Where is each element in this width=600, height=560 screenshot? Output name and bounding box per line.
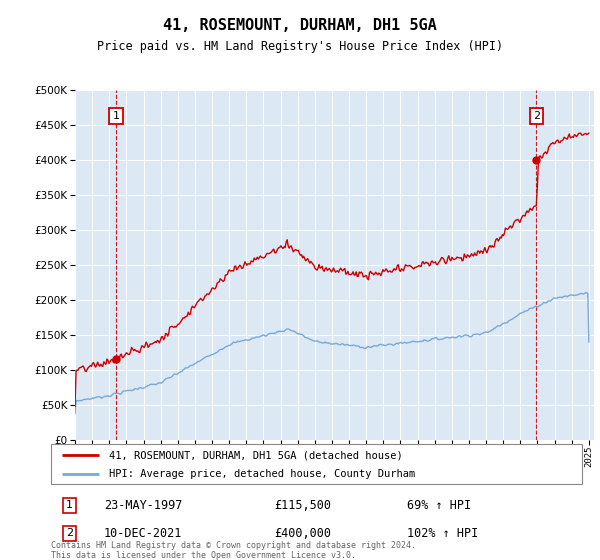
Text: HPI: Average price, detached house, County Durham: HPI: Average price, detached house, Coun… xyxy=(109,469,416,479)
Text: 2: 2 xyxy=(66,529,73,538)
Text: 102% ↑ HPI: 102% ↑ HPI xyxy=(407,527,478,540)
Text: 41, ROSEMOUNT, DURHAM, DH1 5GA (detached house): 41, ROSEMOUNT, DURHAM, DH1 5GA (detached… xyxy=(109,450,403,460)
Text: £115,500: £115,500 xyxy=(274,499,331,512)
Text: 69% ↑ HPI: 69% ↑ HPI xyxy=(407,499,471,512)
FancyBboxPatch shape xyxy=(51,444,582,484)
Text: 1: 1 xyxy=(112,111,119,121)
Text: 41, ROSEMOUNT, DURHAM, DH1 5GA: 41, ROSEMOUNT, DURHAM, DH1 5GA xyxy=(163,18,437,34)
Text: Contains HM Land Registry data © Crown copyright and database right 2024.
This d: Contains HM Land Registry data © Crown c… xyxy=(51,540,416,560)
Text: 1: 1 xyxy=(66,501,73,510)
Text: £400,000: £400,000 xyxy=(274,527,331,540)
Text: 10-DEC-2021: 10-DEC-2021 xyxy=(104,527,182,540)
Text: Price paid vs. HM Land Registry's House Price Index (HPI): Price paid vs. HM Land Registry's House … xyxy=(97,40,503,53)
Text: 2: 2 xyxy=(533,111,540,121)
Text: 23-MAY-1997: 23-MAY-1997 xyxy=(104,499,182,512)
